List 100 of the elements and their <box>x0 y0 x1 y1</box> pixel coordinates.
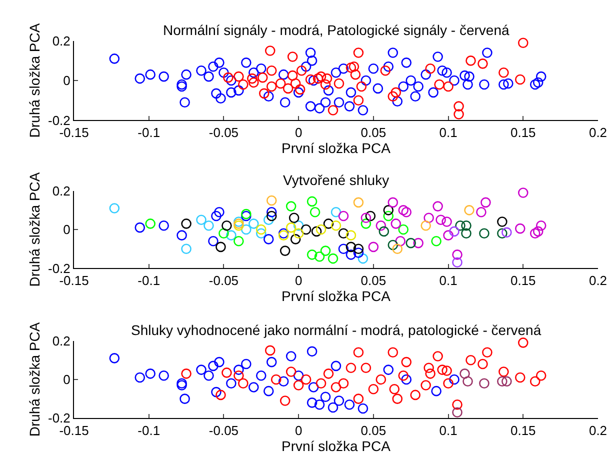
point <box>497 376 508 387</box>
point <box>266 210 277 222</box>
point <box>256 370 266 381</box>
point <box>238 378 248 388</box>
x-tick-label: -0.05 <box>208 422 239 438</box>
point <box>266 195 277 206</box>
point <box>204 370 214 381</box>
point <box>286 351 296 362</box>
point <box>266 356 277 368</box>
x-tick-label: 0.1 <box>439 272 458 288</box>
x-tick-label: 0.05 <box>360 272 386 288</box>
point <box>263 386 274 396</box>
point <box>432 201 443 212</box>
x-tick-label: -0.05 <box>208 272 239 288</box>
point <box>502 227 512 238</box>
point <box>452 250 462 260</box>
point <box>420 380 431 390</box>
point <box>181 218 192 229</box>
point <box>498 366 509 377</box>
point <box>300 374 312 385</box>
point <box>376 220 386 231</box>
point <box>181 244 192 254</box>
chart-title: Vytvořené shluky <box>283 172 390 188</box>
y-tick-label: 0 <box>63 222 70 238</box>
point <box>330 360 342 372</box>
point <box>383 210 394 222</box>
point <box>462 376 473 387</box>
point <box>320 246 331 256</box>
point <box>515 223 526 234</box>
point <box>290 78 301 89</box>
point <box>476 206 486 218</box>
point <box>356 81 367 92</box>
y-tick-label: 0.2 <box>52 33 70 48</box>
point <box>256 224 266 235</box>
point <box>360 218 372 229</box>
point <box>413 238 424 248</box>
point <box>328 253 338 264</box>
point <box>346 242 356 252</box>
point <box>158 370 169 381</box>
point <box>226 378 236 388</box>
point <box>346 250 356 260</box>
point <box>196 364 206 375</box>
point <box>383 205 394 216</box>
point <box>388 240 398 250</box>
point <box>452 257 462 268</box>
point <box>466 354 476 366</box>
point <box>368 242 379 252</box>
point <box>497 228 508 239</box>
point <box>502 376 512 387</box>
point <box>234 71 244 82</box>
point <box>346 230 356 240</box>
point <box>378 226 390 237</box>
x-tick-label: 0.1 <box>439 422 458 438</box>
point <box>222 220 232 231</box>
point <box>480 197 491 208</box>
x-tick-label: 0.05 <box>360 422 386 438</box>
point <box>334 78 344 89</box>
y-tick-label: 0 <box>63 372 70 388</box>
point <box>145 218 156 229</box>
point <box>222 368 232 378</box>
point <box>376 374 386 385</box>
point <box>401 374 412 385</box>
point <box>323 368 334 379</box>
point <box>248 382 259 392</box>
x-tick-label: 0.15 <box>510 422 536 438</box>
point <box>176 230 187 240</box>
point <box>258 88 270 99</box>
point <box>145 368 156 379</box>
y-tick-label: 0 <box>63 73 70 88</box>
point <box>348 61 360 72</box>
x-tick-label: 0.1 <box>439 124 458 140</box>
point <box>353 248 364 258</box>
point <box>306 196 318 207</box>
point <box>455 220 466 231</box>
y-tick-label: 0.2 <box>52 333 70 348</box>
point <box>497 216 508 227</box>
point <box>338 244 349 254</box>
point <box>395 236 406 246</box>
point <box>392 244 403 254</box>
point <box>264 46 276 56</box>
point <box>388 197 398 208</box>
point <box>330 382 342 392</box>
point <box>410 390 420 400</box>
point <box>479 378 490 388</box>
point <box>518 188 528 198</box>
point <box>353 95 364 106</box>
point <box>449 374 460 385</box>
point <box>280 246 290 256</box>
point <box>536 370 546 381</box>
point <box>316 378 326 388</box>
point <box>338 228 349 239</box>
point <box>226 230 236 240</box>
point <box>322 73 332 84</box>
point <box>323 218 334 229</box>
point <box>286 201 296 212</box>
point <box>312 73 324 84</box>
point <box>424 212 434 224</box>
point <box>530 376 540 387</box>
point <box>287 70 298 81</box>
point <box>286 222 296 233</box>
